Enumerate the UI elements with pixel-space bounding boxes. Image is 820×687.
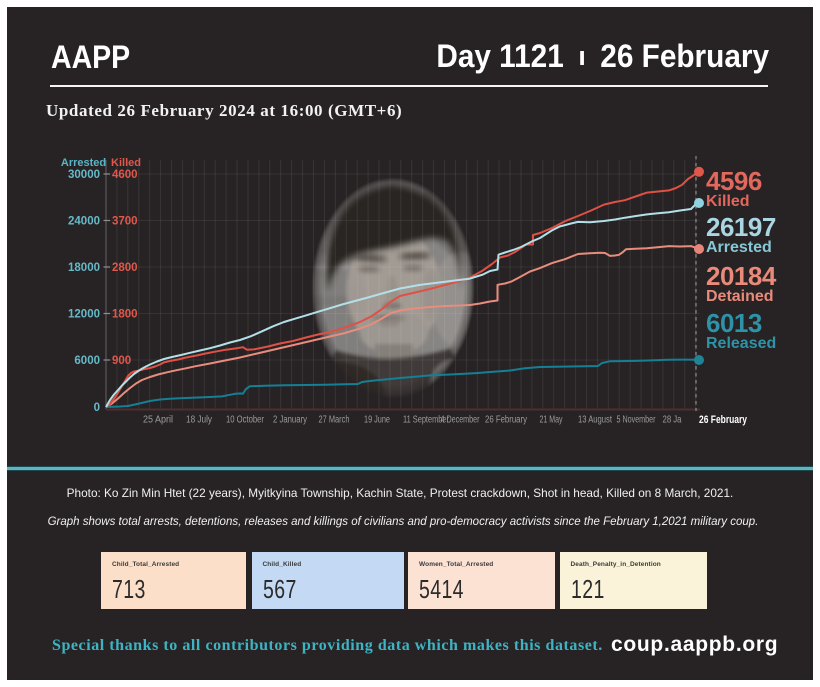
svg-text:25 April: 25 April — [143, 415, 173, 426]
svg-text:19 June: 19 June — [364, 415, 390, 426]
svg-text:Arrested: Arrested — [61, 157, 106, 169]
svg-text:24000: 24000 — [68, 216, 100, 228]
svg-text:30000: 30000 — [68, 169, 100, 181]
svg-text:13 August: 13 August — [578, 415, 612, 426]
svg-text:2 January: 2 January — [273, 415, 307, 426]
svg-text:18000: 18000 — [68, 262, 100, 274]
svg-text:10 October: 10 October — [226, 415, 265, 426]
svg-text:27 March: 27 March — [319, 415, 350, 426]
svg-text:5 November: 5 November — [617, 415, 656, 426]
svg-text:26 February: 26 February — [485, 415, 527, 426]
svg-text:Killed: Killed — [111, 157, 141, 169]
svg-text:28 Ja: 28 Ja — [663, 415, 682, 426]
svg-text:18 July: 18 July — [186, 415, 212, 426]
svg-text:900: 900 — [112, 355, 131, 367]
svg-text:21 May: 21 May — [540, 415, 563, 426]
svg-text:2800: 2800 — [112, 262, 138, 274]
svg-text:26 February: 26 February — [699, 414, 748, 426]
svg-text:12000: 12000 — [68, 309, 100, 321]
svg-text:1800: 1800 — [112, 309, 138, 321]
svg-text:11 September: 11 September — [403, 415, 449, 426]
svg-text:0: 0 — [94, 402, 100, 414]
svg-text:3700: 3700 — [112, 216, 138, 228]
svg-text:4600: 4600 — [112, 169, 138, 181]
svg-text:6000: 6000 — [74, 355, 100, 367]
svg-text:4 December: 4 December — [441, 415, 480, 426]
